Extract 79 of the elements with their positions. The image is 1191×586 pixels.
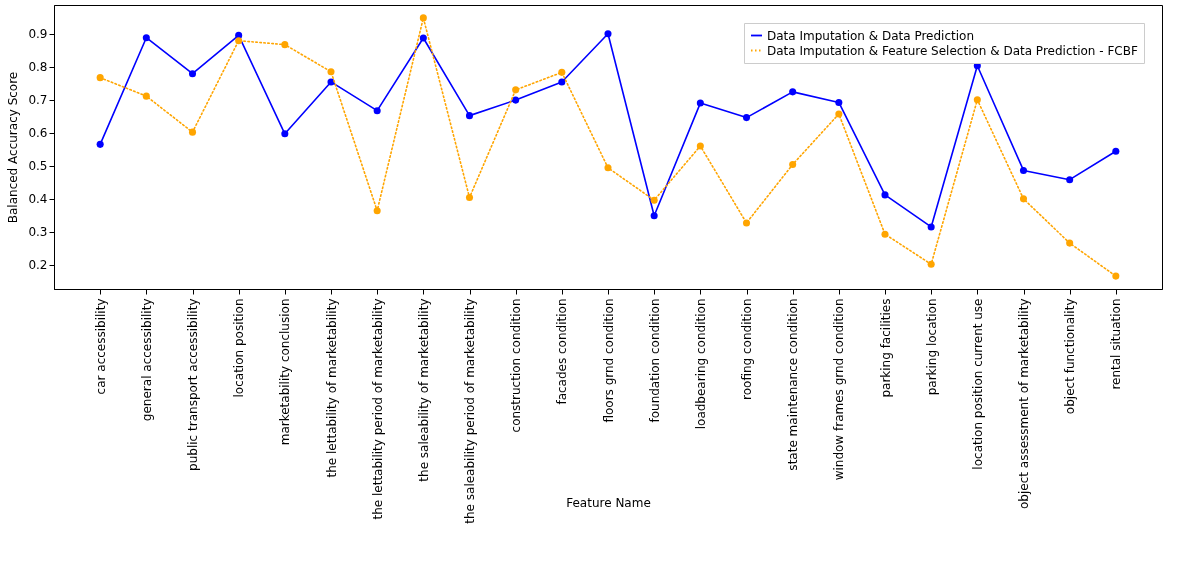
point xyxy=(281,130,289,138)
point xyxy=(973,96,981,104)
x-tick-label: the saleability period of marketability xyxy=(463,298,477,524)
legend-label: Data Imputation & Data Prediction xyxy=(767,28,975,43)
point xyxy=(835,98,843,106)
point xyxy=(881,191,889,199)
x-tick-label: location position current use xyxy=(970,298,985,470)
point xyxy=(373,207,381,215)
point xyxy=(1066,176,1074,184)
y-tick-label: 0.2 xyxy=(28,258,48,273)
x-tick-label: parking facilities xyxy=(878,298,893,398)
point xyxy=(789,88,797,96)
point xyxy=(604,30,612,38)
point xyxy=(742,114,751,122)
x-tick-label: foundation condition xyxy=(647,298,662,423)
point xyxy=(1019,166,1028,174)
point xyxy=(696,99,704,107)
point xyxy=(419,14,427,22)
point xyxy=(373,107,381,115)
x-tick-label: location position xyxy=(232,298,247,398)
y-tick-label: 0.9 xyxy=(28,27,48,42)
x-tick-label: floors grnd condition xyxy=(601,298,616,423)
point xyxy=(512,96,520,104)
x-tick-label: car accessibility xyxy=(93,298,108,395)
point xyxy=(512,86,520,94)
x-tick-label: public transport accessibility xyxy=(186,298,200,471)
point xyxy=(235,37,243,45)
point xyxy=(96,74,104,82)
point xyxy=(881,230,889,238)
x-tick-label: construction condition xyxy=(509,298,524,433)
point xyxy=(188,70,197,78)
x-tick-label: the lettability of marketability xyxy=(324,298,339,478)
point xyxy=(558,78,566,86)
point xyxy=(1112,147,1120,155)
point xyxy=(327,68,335,76)
x-tick-label: facades condition xyxy=(555,298,570,405)
point xyxy=(604,164,612,172)
point xyxy=(650,196,658,204)
point xyxy=(1019,195,1028,203)
point xyxy=(927,223,935,231)
x-tick-label: general accessibility xyxy=(139,298,154,422)
y-tick-label: 0.6 xyxy=(28,126,48,141)
y-tick-label: 0.5 xyxy=(28,159,48,174)
point xyxy=(742,219,751,227)
x-tick-label: the lettability period of marketability xyxy=(370,298,385,520)
y-axis-title: Balanced Accuracy Score xyxy=(6,71,21,224)
point xyxy=(281,41,289,49)
point xyxy=(142,92,150,100)
point xyxy=(1112,272,1120,280)
y-tick-label: 0.4 xyxy=(28,192,48,207)
x-tick-label: object functionality xyxy=(1063,298,1078,415)
point xyxy=(789,160,797,169)
x-axis-title: Feature Name xyxy=(566,495,651,510)
y-tick-label: 0.8 xyxy=(28,60,48,75)
x-tick-label: roofing condition xyxy=(740,298,754,400)
point xyxy=(465,194,474,202)
point xyxy=(558,68,566,76)
legend-label: Data Imputation & Feature Selection & Data Prediction - FCBF xyxy=(767,43,1138,58)
point xyxy=(465,112,474,120)
point xyxy=(327,78,335,86)
point xyxy=(188,128,197,136)
point xyxy=(927,260,935,268)
x-tick-label: marketability conclusion xyxy=(278,298,293,446)
x-tick-label: parking location xyxy=(924,298,939,396)
y-tick-label: 0.7 xyxy=(28,93,48,108)
y-tick-label: 0.3 xyxy=(28,225,48,240)
point xyxy=(419,34,427,42)
x-tick-label: object assessment of marketability xyxy=(1017,298,1031,509)
x-tick-label: state maintenance condition xyxy=(786,298,801,471)
x-tick-label: window frames grnd condition xyxy=(832,298,847,481)
point xyxy=(650,212,658,220)
x-tick-label: loadbearing condition xyxy=(693,298,708,430)
point xyxy=(835,110,843,118)
x-tick-label: the saleability of marketability xyxy=(416,298,431,482)
point xyxy=(142,34,150,42)
point xyxy=(696,142,704,150)
point xyxy=(96,140,104,148)
x-tick-label: rental situation xyxy=(1109,298,1124,390)
point xyxy=(1066,239,1074,247)
